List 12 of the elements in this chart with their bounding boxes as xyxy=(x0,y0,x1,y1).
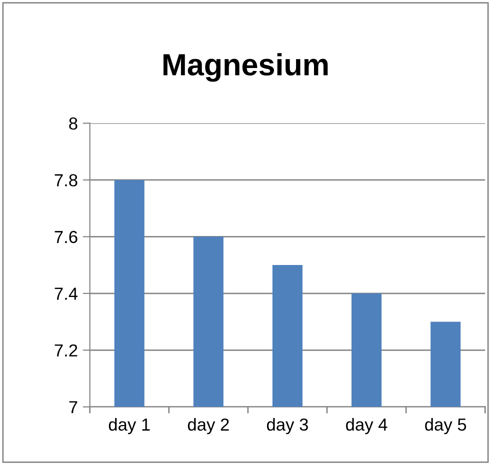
x-tick-label: day 1 xyxy=(108,418,150,434)
y-tick-label: 7 xyxy=(69,401,78,414)
x-tick-label: day 3 xyxy=(266,418,308,434)
x-tick-label: day 4 xyxy=(346,418,388,434)
chart-title: Magnesium xyxy=(164,53,328,82)
y-tick-label: 7.8 xyxy=(54,174,78,186)
y-tick-label: 7.4 xyxy=(54,288,78,300)
y-tick-label: 7.6 xyxy=(54,230,78,244)
x-tick-label: day 2 xyxy=(188,418,229,434)
y-tick-label: 8 xyxy=(69,117,78,130)
x-tick-label: day 5 xyxy=(425,418,466,434)
y-tick-label: 7.2 xyxy=(54,344,78,356)
